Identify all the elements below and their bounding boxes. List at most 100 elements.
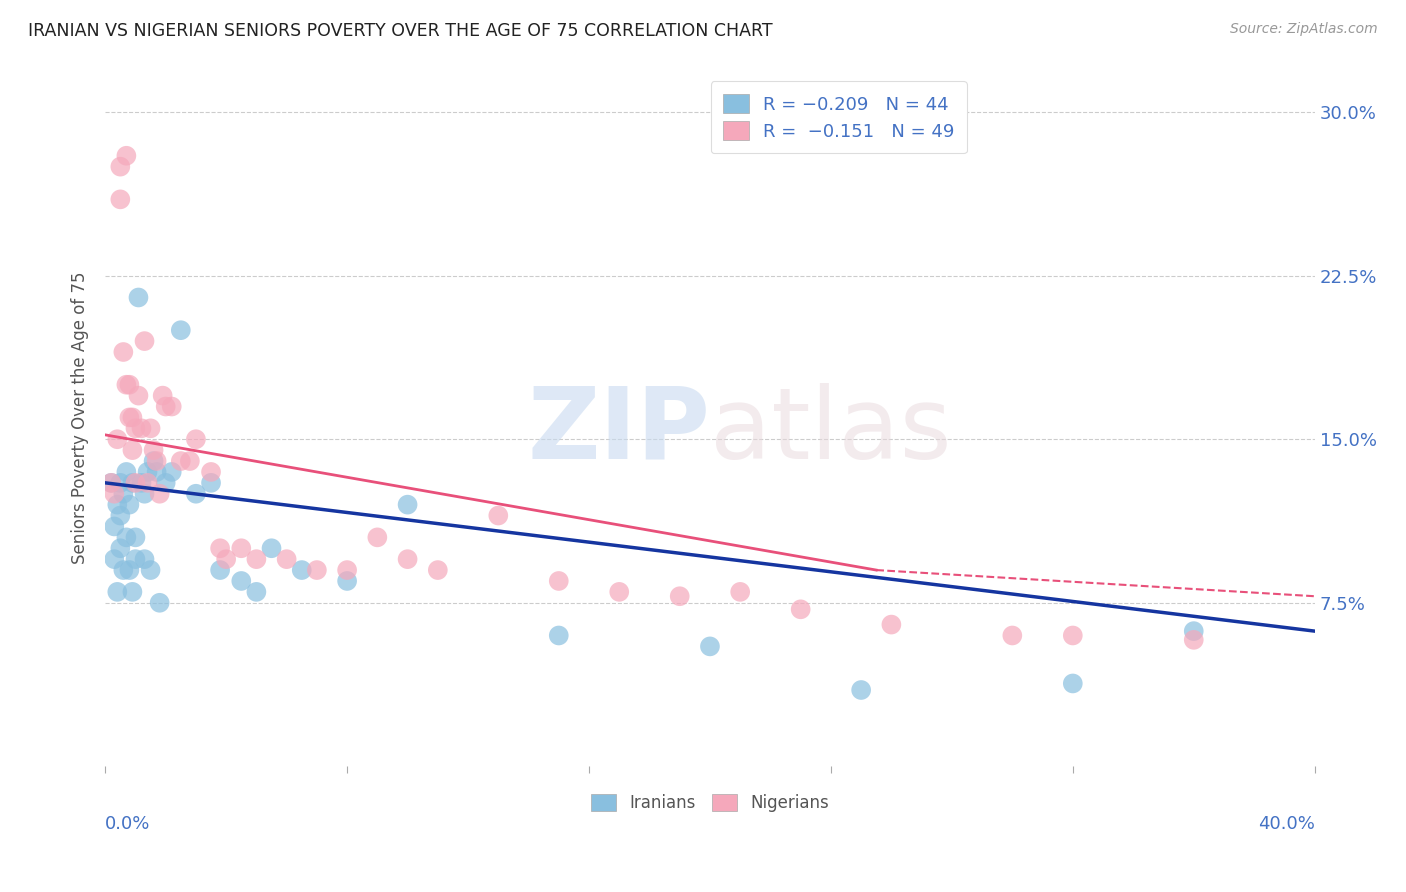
Point bbox=[124, 475, 146, 490]
Point bbox=[426, 563, 449, 577]
Point bbox=[547, 574, 569, 588]
Point bbox=[110, 192, 132, 206]
Point bbox=[136, 475, 159, 490]
Point bbox=[100, 475, 122, 490]
Point bbox=[200, 475, 222, 490]
Point bbox=[179, 454, 201, 468]
Point bbox=[103, 519, 125, 533]
Point bbox=[155, 400, 177, 414]
Point bbox=[136, 465, 159, 479]
Point bbox=[396, 498, 419, 512]
Point bbox=[1001, 628, 1024, 642]
Point bbox=[121, 585, 143, 599]
Point bbox=[131, 475, 153, 490]
Point bbox=[200, 465, 222, 479]
Point bbox=[115, 465, 138, 479]
Text: Source: ZipAtlas.com: Source: ZipAtlas.com bbox=[1230, 22, 1378, 37]
Point bbox=[160, 465, 183, 479]
Point bbox=[1062, 676, 1084, 690]
Point bbox=[305, 563, 328, 577]
Point bbox=[231, 541, 253, 556]
Point bbox=[880, 617, 903, 632]
Point bbox=[276, 552, 298, 566]
Point bbox=[110, 508, 132, 523]
Y-axis label: Seniors Poverty Over the Age of 75: Seniors Poverty Over the Age of 75 bbox=[72, 271, 89, 564]
Point bbox=[789, 602, 811, 616]
Point bbox=[127, 291, 149, 305]
Point bbox=[1182, 624, 1205, 639]
Point bbox=[112, 345, 135, 359]
Text: 40.0%: 40.0% bbox=[1258, 815, 1315, 833]
Point bbox=[121, 410, 143, 425]
Point bbox=[124, 530, 146, 544]
Point bbox=[134, 487, 156, 501]
Point bbox=[486, 508, 509, 523]
Text: IRANIAN VS NIGERIAN SENIORS POVERTY OVER THE AGE OF 75 CORRELATION CHART: IRANIAN VS NIGERIAN SENIORS POVERTY OVER… bbox=[28, 22, 773, 40]
Point bbox=[110, 160, 132, 174]
Point bbox=[160, 400, 183, 414]
Point bbox=[121, 443, 143, 458]
Point bbox=[105, 498, 128, 512]
Point bbox=[124, 421, 146, 435]
Point bbox=[115, 149, 138, 163]
Point bbox=[291, 563, 314, 577]
Point bbox=[100, 475, 122, 490]
Point bbox=[131, 421, 153, 435]
Point bbox=[260, 541, 283, 556]
Point bbox=[105, 585, 128, 599]
Point bbox=[103, 487, 125, 501]
Point bbox=[1182, 632, 1205, 647]
Point bbox=[110, 475, 132, 490]
Point bbox=[231, 574, 253, 588]
Point bbox=[118, 377, 141, 392]
Point bbox=[118, 498, 141, 512]
Point bbox=[547, 628, 569, 642]
Point bbox=[145, 465, 167, 479]
Point bbox=[184, 432, 207, 446]
Point bbox=[115, 377, 138, 392]
Point bbox=[336, 574, 359, 588]
Point bbox=[209, 563, 232, 577]
Point bbox=[366, 530, 388, 544]
Point bbox=[118, 563, 141, 577]
Point bbox=[112, 563, 135, 577]
Point bbox=[607, 585, 630, 599]
Point bbox=[245, 552, 267, 566]
Point bbox=[110, 541, 132, 556]
Point bbox=[245, 585, 267, 599]
Point bbox=[115, 530, 138, 544]
Point bbox=[127, 389, 149, 403]
Point bbox=[668, 589, 690, 603]
Point bbox=[145, 454, 167, 468]
Point bbox=[170, 454, 193, 468]
Point bbox=[184, 487, 207, 501]
Point bbox=[336, 563, 359, 577]
Text: ZIP: ZIP bbox=[527, 383, 710, 480]
Point bbox=[149, 596, 172, 610]
Point bbox=[118, 410, 141, 425]
Legend: Iranians, Nigerians: Iranians, Nigerians bbox=[582, 786, 838, 821]
Point bbox=[142, 454, 165, 468]
Point bbox=[699, 640, 721, 654]
Point bbox=[134, 334, 156, 348]
Text: 0.0%: 0.0% bbox=[105, 815, 150, 833]
Point bbox=[396, 552, 419, 566]
Point bbox=[149, 487, 172, 501]
Point bbox=[105, 432, 128, 446]
Point bbox=[134, 552, 156, 566]
Point bbox=[152, 389, 174, 403]
Point bbox=[139, 421, 162, 435]
Point bbox=[142, 443, 165, 458]
Point bbox=[215, 552, 238, 566]
Point bbox=[124, 552, 146, 566]
Point bbox=[139, 563, 162, 577]
Point bbox=[121, 475, 143, 490]
Point bbox=[155, 475, 177, 490]
Point bbox=[728, 585, 751, 599]
Point bbox=[112, 487, 135, 501]
Text: atlas: atlas bbox=[710, 383, 952, 480]
Point bbox=[209, 541, 232, 556]
Point bbox=[1062, 628, 1084, 642]
Point bbox=[170, 323, 193, 337]
Point bbox=[849, 683, 872, 698]
